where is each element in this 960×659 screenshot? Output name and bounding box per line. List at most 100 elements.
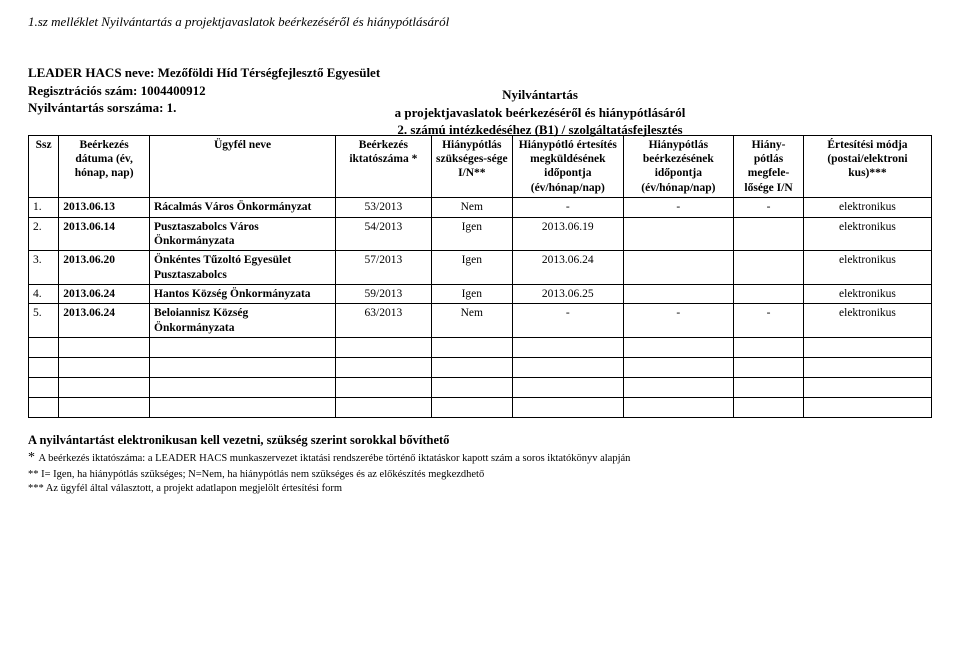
cell-ssz: 3. <box>29 251 59 285</box>
cell-name: Beloiannisz Község Önkormányzata <box>150 304 336 338</box>
cell-empty <box>150 378 336 398</box>
cell-name: Pusztaszabolcs Város Önkormányzata <box>150 217 336 251</box>
cell-empty <box>803 398 931 418</box>
col-hp: Hiánypótlás szükséges-sége I/N** <box>431 135 512 198</box>
col-beerk: Hiánypótlás beérkezésének időpontja (év/… <box>623 135 734 198</box>
cell-empty <box>59 358 150 378</box>
cell-empty <box>513 358 624 378</box>
col-ertes: Hiánypótló értesítés megküldésének időpo… <box>513 135 624 198</box>
cell-ssz: 4. <box>29 285 59 304</box>
cell-beerk: - <box>623 198 734 217</box>
footer-block: A nyilvántartást elektronikusan kell vez… <box>28 432 932 496</box>
cell-hp: Igen <box>431 217 512 251</box>
col-name: Ügyfél neve <box>150 135 336 198</box>
col-megf: Hiány-pótlás megfele-lősége I/N <box>734 135 804 198</box>
footer-lead: A nyilvántartást elektronikusan kell vez… <box>28 432 932 449</box>
cell-ertes: - <box>513 304 624 338</box>
table-row-empty <box>29 378 932 398</box>
cell-name: Hantos Község Önkormányzata <box>150 285 336 304</box>
cell-mod: elektronikus <box>803 304 931 338</box>
registry-table-wrap: Ssz Beérkezés dátuma (év, hónap, nap) Üg… <box>28 135 932 419</box>
title-block: Nyilvántartás a projektjavaslatok beérke… <box>360 86 720 139</box>
cell-iktat: 63/2013 <box>336 304 431 338</box>
cell-empty <box>623 398 734 418</box>
registry-table: Ssz Beérkezés dátuma (év, hónap, nap) Üg… <box>28 135 932 419</box>
cell-empty <box>29 378 59 398</box>
cell-megf: - <box>734 304 804 338</box>
cell-empty <box>59 338 150 358</box>
cell-date: 2013.06.14 <box>59 217 150 251</box>
cell-empty <box>431 338 512 358</box>
cell-ertes: 2013.06.25 <box>513 285 624 304</box>
table-row-empty <box>29 358 932 378</box>
cell-empty <box>59 398 150 418</box>
footnote-2: ** I= Igen, ha hiánypótlás szükséges; N=… <box>28 468 932 482</box>
cell-empty <box>150 338 336 358</box>
cell-hp: Nem <box>431 198 512 217</box>
cell-empty <box>336 378 431 398</box>
cell-empty <box>336 338 431 358</box>
cell-ssz: 1. <box>29 198 59 217</box>
cell-empty <box>734 398 804 418</box>
title-line-3: 2. számú intézkedéséhez (B1) / szolgálta… <box>360 121 720 139</box>
cell-beerk <box>623 285 734 304</box>
cell-empty <box>29 338 59 358</box>
cell-empty <box>431 378 512 398</box>
col-date: Beérkezés dátuma (év, hónap, nap) <box>59 135 150 198</box>
cell-beerk <box>623 251 734 285</box>
cell-empty <box>29 398 59 418</box>
cell-ssz: 2. <box>29 217 59 251</box>
cell-date: 2013.06.24 <box>59 304 150 338</box>
cell-name: Önkéntes Tűzoltó Egyesület Pusztaszabolc… <box>150 251 336 285</box>
cell-hp: Nem <box>431 304 512 338</box>
cell-empty <box>336 398 431 418</box>
cell-empty <box>336 358 431 378</box>
cell-ertes: - <box>513 198 624 217</box>
col-ertmod: Értesítési módja (postai/elektroni kus)*… <box>803 135 931 198</box>
cell-empty <box>734 338 804 358</box>
cell-megf <box>734 217 804 251</box>
cell-empty <box>513 378 624 398</box>
cell-beerk <box>623 217 734 251</box>
cell-mod: elektronikus <box>803 198 931 217</box>
table-body: 1.2013.06.13Rácalmás Város Önkormányzat5… <box>29 198 932 418</box>
cell-megf <box>734 285 804 304</box>
table-row: 4.2013.06.24Hantos Község Önkormányzata5… <box>29 285 932 304</box>
cell-mod: elektronikus <box>803 251 931 285</box>
table-row: 5.2013.06.24Beloiannisz Község Önkormány… <box>29 304 932 338</box>
table-header-row: Ssz Beérkezés dátuma (év, hónap, nap) Üg… <box>29 135 932 198</box>
cell-empty <box>29 358 59 378</box>
col-ssz: Ssz <box>29 135 59 198</box>
cell-iktat: 54/2013 <box>336 217 431 251</box>
cell-name: Rácalmás Város Önkormányzat <box>150 198 336 217</box>
cell-beerk: - <box>623 304 734 338</box>
cell-empty <box>803 378 931 398</box>
cell-hp: Igen <box>431 251 512 285</box>
page: 1.sz melléklet Nyilvántartás a projektja… <box>0 0 960 506</box>
cell-ssz: 5. <box>29 304 59 338</box>
cell-empty <box>803 358 931 378</box>
cell-iktat: 59/2013 <box>336 285 431 304</box>
footnote-3: *** Az ügyfél által választott, a projek… <box>28 482 932 496</box>
cell-empty <box>734 378 804 398</box>
cell-iktat: 53/2013 <box>336 198 431 217</box>
cell-megf <box>734 251 804 285</box>
cell-empty <box>623 358 734 378</box>
cell-iktat: 57/2013 <box>336 251 431 285</box>
table-row: 1.2013.06.13Rácalmás Város Önkormányzat5… <box>29 198 932 217</box>
cell-empty <box>803 338 931 358</box>
cell-date: 2013.06.20 <box>59 251 150 285</box>
header-attachment-line: 1.sz melléklet Nyilvántartás a projektja… <box>28 14 932 30</box>
cell-empty <box>431 398 512 418</box>
table-row-empty <box>29 338 932 358</box>
title-line-1: Nyilvántartás <box>360 86 720 104</box>
cell-empty <box>734 358 804 378</box>
cell-empty <box>150 358 336 378</box>
cell-ertes: 2013.06.24 <box>513 251 624 285</box>
table-row-empty <box>29 398 932 418</box>
cell-ertes: 2013.06.19 <box>513 217 624 251</box>
cell-empty <box>431 358 512 378</box>
cell-empty <box>623 378 734 398</box>
cell-mod: elektronikus <box>803 285 931 304</box>
cell-empty <box>59 378 150 398</box>
